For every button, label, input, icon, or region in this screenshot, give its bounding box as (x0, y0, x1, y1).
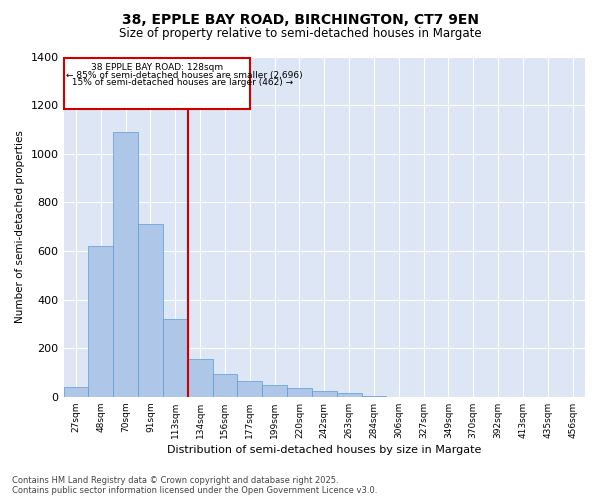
Bar (138, 224, 163, 397)
Text: ← 85% of semi-detached houses are smaller (2,696): ← 85% of semi-detached houses are smalle… (66, 71, 302, 80)
Text: Contains HM Land Registry data © Crown copyright and database right 2025.
Contai: Contains HM Land Registry data © Crown c… (12, 476, 377, 495)
Bar (212, 374, 238, 397)
Bar (312, 390, 337, 397)
Text: Size of property relative to semi-detached houses in Margate: Size of property relative to semi-detach… (119, 28, 481, 40)
Bar (64, 387, 88, 397)
Bar (113, 132, 138, 397)
X-axis label: Distribution of semi-detached houses by size in Margate: Distribution of semi-detached houses by … (167, 445, 481, 455)
Text: 38, EPPLE BAY ROAD, BIRCHINGTON, CT7 9EN: 38, EPPLE BAY ROAD, BIRCHINGTON, CT7 9EN (121, 12, 479, 26)
Bar (163, 319, 188, 397)
Y-axis label: Number of semi-detached properties: Number of semi-detached properties (15, 130, 25, 323)
Bar (362, 396, 386, 397)
Text: 15% of semi-detached houses are larger (462) →: 15% of semi-detached houses are larger (… (66, 78, 293, 86)
Bar (287, 388, 312, 397)
Text: 38 EPPLE BAY ROAD: 128sqm: 38 EPPLE BAY ROAD: 128sqm (91, 62, 223, 72)
Bar (188, 359, 212, 397)
FancyBboxPatch shape (64, 58, 250, 109)
Bar (262, 384, 287, 397)
Bar (88, 246, 113, 397)
Bar (337, 393, 362, 397)
Bar (238, 381, 262, 397)
